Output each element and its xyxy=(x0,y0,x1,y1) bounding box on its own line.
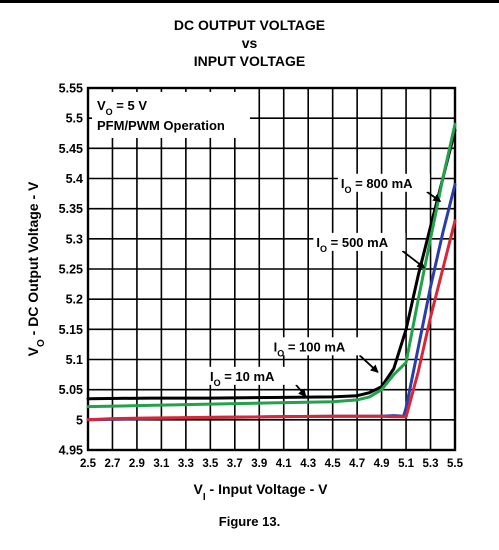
annotation-arrow xyxy=(358,354,379,373)
x-tick-label: 5.5 xyxy=(447,458,464,470)
y-tick-label: 5.1 xyxy=(66,353,83,367)
y-tick-label: 5 xyxy=(76,413,83,427)
x-tick-label: 2.5 xyxy=(80,458,97,470)
x-tick-label: 3.7 xyxy=(227,458,243,470)
series-line-0 xyxy=(86,128,457,401)
x-tick-label: 4.9 xyxy=(374,458,390,470)
annotation-backing xyxy=(270,337,363,356)
series-label-0: IO = 10 mA xyxy=(210,369,275,388)
chart-title-line-3: INPUT VOLTAGE xyxy=(193,53,306,69)
y-tick-label: 5.35 xyxy=(59,202,83,216)
figure-caption: Figure 13. xyxy=(218,514,281,529)
annotation-backing xyxy=(313,232,406,251)
plot-frame xyxy=(86,86,457,452)
x-tick-label: 3.1 xyxy=(153,458,170,470)
y-axis-label: VO - DC Output Voltage - V xyxy=(25,181,47,356)
x-tick-label: 5.3 xyxy=(423,458,439,470)
x-tick-label: 4.7 xyxy=(349,458,365,470)
y-tick-label: 5.25 xyxy=(59,263,83,277)
x-tick-label: 3.3 xyxy=(178,458,194,470)
x-tick-label: 2.7 xyxy=(104,458,120,470)
series-label-1: IO = 100 mA xyxy=(274,339,346,358)
top-rule xyxy=(0,0,499,3)
series-line-3 xyxy=(86,219,457,422)
y-tick-label: 4.95 xyxy=(59,444,83,458)
y-tick-label: 5.15 xyxy=(59,323,83,337)
x-tick-label: 4.1 xyxy=(276,458,293,470)
x-tick-label: 5.1 xyxy=(398,458,415,470)
y-tick-label: 5.3 xyxy=(66,232,83,246)
annotation-arrow xyxy=(426,191,442,203)
chart-title-line-2: vs xyxy=(241,35,258,51)
x-axis-label: VI - Input Voltage - V xyxy=(194,481,329,503)
annotation-backing xyxy=(337,173,430,192)
annotation-arrow xyxy=(401,250,426,269)
series-label-2: IO = 500 mA xyxy=(316,235,388,254)
y-tick-label: 5.4 xyxy=(66,172,83,186)
x-tick-label: 4.5 xyxy=(325,458,342,470)
annotation-backing xyxy=(206,366,299,385)
y-tick-label: 5.2 xyxy=(66,293,83,307)
x-tick-label: 4.3 xyxy=(300,458,316,470)
y-tick-label: 5.55 xyxy=(59,82,83,96)
y-tick-label: 5.05 xyxy=(59,383,83,397)
y-tick-label: 5.5 xyxy=(66,112,83,126)
y-tick-label: 5.45 xyxy=(59,142,83,156)
annotation-arrow xyxy=(295,384,307,398)
series-label-3: IO = 800 mA xyxy=(341,176,413,195)
x-tick-label: 2.9 xyxy=(129,458,145,470)
conditions-mode-label: PFM/PWM Operation xyxy=(97,118,225,133)
conditions-backing xyxy=(92,92,250,138)
x-tick-label: 3.5 xyxy=(202,458,219,470)
conditions-vo-label: VO = 5 V xyxy=(97,98,147,117)
x-tick-label: 3.9 xyxy=(251,458,267,470)
chart-title-line-1: DC OUTPUT VOLTAGE xyxy=(173,17,326,33)
series-line-1 xyxy=(86,122,457,409)
